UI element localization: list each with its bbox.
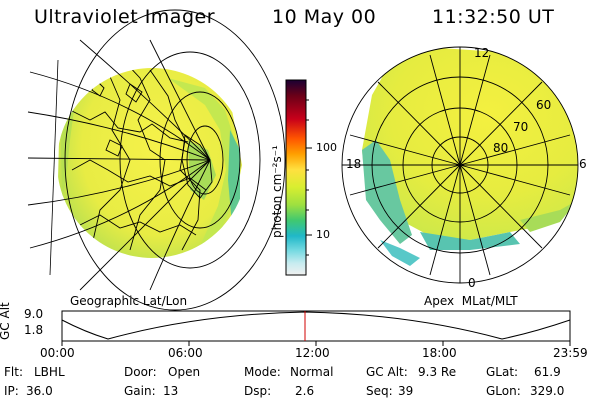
altitude-plot [61,310,571,346]
glat-label: GLat: [486,365,519,379]
alt-tick-1-8: 1.8 [24,323,44,337]
glat-value: 61.9 [534,365,561,379]
mlt-label-12: 12 [474,46,490,60]
time-tick-0600: 06:00 [168,346,203,360]
glon-label: GLon: [486,384,521,398]
dsp-label: Dsp: [244,384,272,398]
colorbar [285,79,312,276]
gc-alt-value: 9.3 Re [418,365,457,379]
colorbar-unit-label: photon cm⁻²s⁻¹ [270,145,284,238]
time-label: 11:32:50 UT [432,6,555,28]
filter-label: Flt: [4,365,23,379]
door-value: Open [168,365,201,379]
gc-alt-axis-label: GC Alt [0,302,12,340]
seq-label: Seq: [366,384,393,398]
time-tick-1800: 18:00 [422,346,457,360]
geographic-view [27,9,286,311]
dsp-value: 2.6 [295,384,315,398]
time-tick-1200: 12:00 [295,346,330,360]
door-label: Door: [124,365,157,379]
colorbar-tick-100: 100 [316,141,337,154]
mlat-label-60: 60 [536,98,552,112]
polar-view [341,46,579,284]
ip-value: 36.0 [26,384,53,398]
gain-value: 13 [163,384,179,398]
mlt-label-6: 6 [579,157,587,171]
mlat-label-80: 80 [493,141,509,155]
mlat-label-70: 70 [513,120,529,134]
time-tick-2359: 23:59 [553,346,588,360]
geographic-caption: Geographic Lat/Lon [70,294,188,308]
gc-alt-label: GC Alt: [366,365,408,379]
glon-value: 329.0 [530,384,565,398]
app-title: Ultraviolet Imager [34,6,216,28]
alt-tick-9: 9.0 [24,307,44,321]
colorbar-tick-10: 10 [316,228,330,241]
time-tick-0000: 00:00 [40,346,75,360]
apex-caption: Apex MLat/MLT [424,294,518,308]
seq-value: 39 [398,384,414,398]
mlt-label-0: 0 [468,276,476,290]
mode-label: Mode: [244,365,281,379]
ip-label: IP: [4,384,19,398]
date-label: 10 May 00 [272,6,377,28]
mlt-label-18: 18 [346,157,362,171]
filter-value: LBHL [34,365,65,379]
mode-value: Normal [290,365,334,379]
gain-label: Gain: [124,384,156,398]
